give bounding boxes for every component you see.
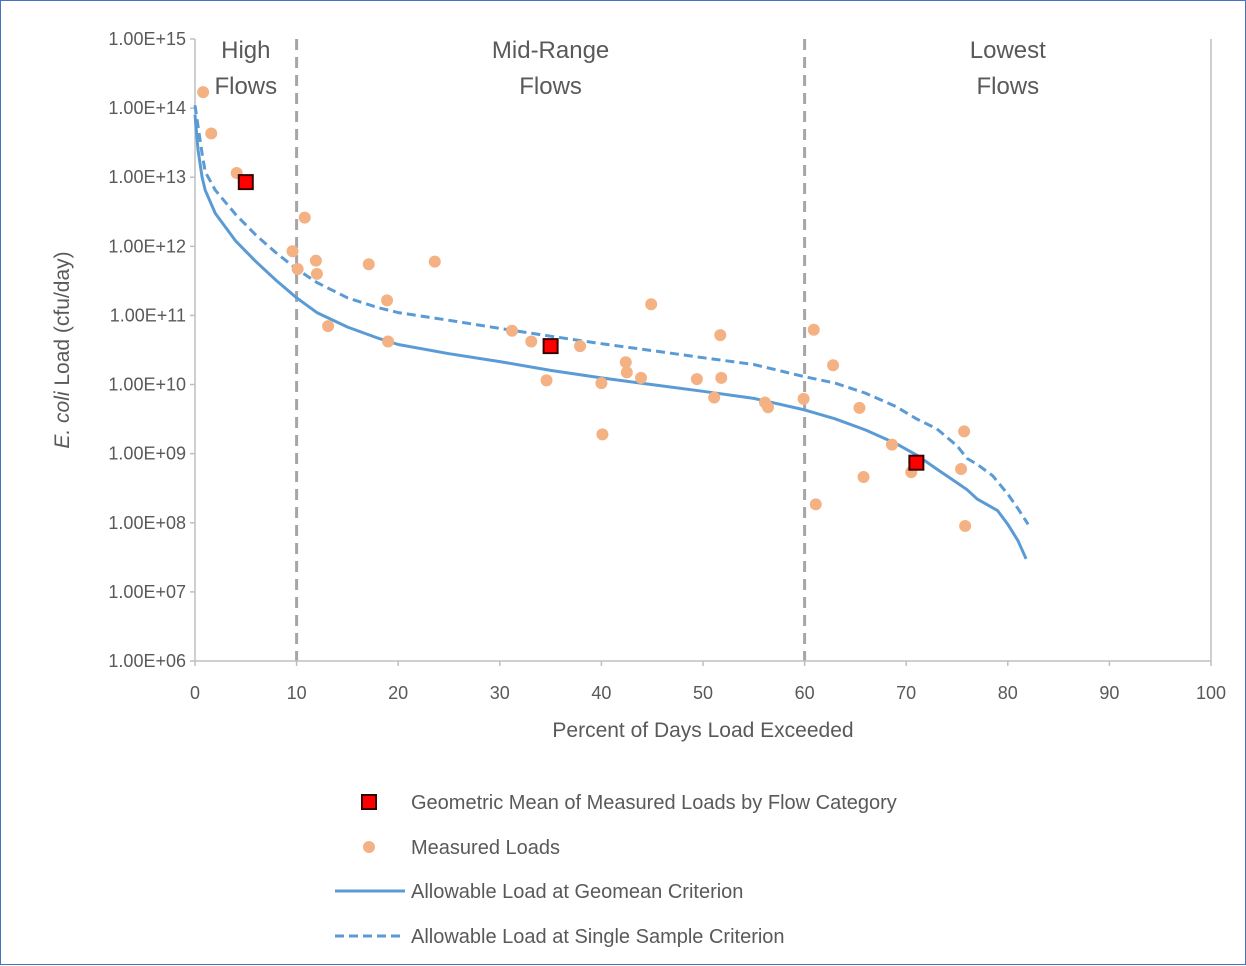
measured-load-point <box>291 262 304 275</box>
measured-load-point <box>797 392 810 405</box>
series-marker-group <box>197 86 972 532</box>
measured-load-point <box>286 245 299 258</box>
x-tick-label: 50 <box>693 683 713 703</box>
measured-load-point <box>505 324 518 337</box>
y-tick-label: 1.00E+11 <box>110 305 186 325</box>
y-tick-label: 1.00E+06 <box>108 651 186 671</box>
legend-label: Allowable Load at Single Sample Criterio… <box>411 926 785 948</box>
measured-load-point <box>715 371 728 384</box>
x-tick-label: 80 <box>998 683 1018 703</box>
measured-load-point <box>827 359 840 372</box>
legend-swatch-square <box>361 794 377 810</box>
legend-item: Geometric Mean of Measured Loads by Flow… <box>361 792 897 814</box>
measured-load-point <box>197 86 210 99</box>
geometric-mean-point <box>542 338 559 355</box>
x-tick-label: 30 <box>490 683 510 703</box>
y-axis-title-rest: Load (cfu/day) <box>51 251 74 391</box>
x-tick-label: 20 <box>388 683 408 703</box>
y-tick-label: 1.00E+08 <box>108 513 186 533</box>
measured-load-point <box>809 498 822 511</box>
legend-label: Measured Loads <box>411 837 560 859</box>
measured-load-point <box>619 356 632 369</box>
legend-item: Allowable Load at Single Sample Criterio… <box>335 926 785 948</box>
measured-load-point <box>322 320 335 333</box>
legend: Geometric Mean of Measured Loads by Flow… <box>335 792 897 948</box>
axes <box>194 39 1212 662</box>
legend-label: Geometric Mean of Measured Loads by Flow… <box>411 792 897 814</box>
x-axis-title: Percent of Days Load Exceeded <box>552 719 853 742</box>
x-tick-label: 100 <box>1196 683 1226 703</box>
measured-load-point <box>309 254 322 267</box>
measured-load-point <box>205 127 218 140</box>
geometric-mean-point <box>237 174 254 191</box>
region-label-line1: Mid-Range <box>492 37 609 64</box>
measured-load-point <box>853 401 866 414</box>
measured-load-point <box>382 335 395 348</box>
x-tick-label: 10 <box>287 683 307 703</box>
measured-load-point <box>885 438 898 451</box>
region-label-line2: Flows <box>976 73 1039 100</box>
legend-item: Measured Loads <box>363 837 560 859</box>
measured-load-point <box>310 267 323 280</box>
measured-load-point <box>708 391 721 404</box>
y-tick-label: 1.00E+15 <box>108 29 186 49</box>
region-label-line1: Lowest <box>970 37 1046 64</box>
y-tick-label: 1.00E+07 <box>108 582 186 602</box>
measured-load-point <box>857 470 870 483</box>
region-label-line2: Flows <box>519 73 582 100</box>
single-sample-allowable-line <box>193 105 1030 526</box>
series-line-group <box>193 105 1030 560</box>
region-label-line1: High <box>221 37 270 64</box>
measured-load-point <box>596 428 609 441</box>
y-axis-title: E. coli Load (cfu/day) <box>51 251 74 448</box>
y-tick-label: 1.00E+12 <box>108 236 186 256</box>
measured-load-point <box>620 366 633 379</box>
y-axis-title-italic: E. coli <box>51 390 74 449</box>
geomean-allowable-line <box>193 114 1028 560</box>
x-tick-label: 0 <box>190 683 200 703</box>
measured-load-point <box>955 462 968 475</box>
measured-load-point <box>525 335 538 348</box>
x-tick-label: 60 <box>795 683 815 703</box>
measured-load-point <box>762 401 775 414</box>
measured-load-point <box>690 373 703 386</box>
measured-load-point <box>807 323 820 336</box>
measured-load-point <box>959 519 972 532</box>
measured-load-point <box>958 425 971 438</box>
measured-load-point <box>714 329 727 342</box>
region-boundaries <box>295 39 807 661</box>
legend-item: Allowable Load at Geomean Criterion <box>335 881 743 903</box>
x-tick-group: 0 10 20 30 40 50 60 70 80 90 100 <box>190 661 1226 703</box>
y-tick-label: 1.00E+09 <box>108 444 186 464</box>
measured-load-point <box>362 258 375 271</box>
legend-swatch-circle <box>363 841 375 853</box>
y-tick-label: 1.00E+13 <box>108 167 186 187</box>
y-tick-label: 1.00E+10 <box>108 375 186 395</box>
y-tick-group: 1.00E+06 1.00E+07 1.00E+08 1.00E+09 1.00E+10… <box>108 29 195 671</box>
measured-load-point <box>574 340 587 353</box>
measured-load-point <box>635 371 648 384</box>
geometric-mean-point <box>908 454 925 471</box>
legend-label: Allowable Load at Geomean Criterion <box>411 881 743 903</box>
x-tick-label: 70 <box>896 683 916 703</box>
region-label-line2: Flows <box>214 73 277 100</box>
y-tick-label: 1.00E+14 <box>108 98 186 118</box>
measured-load-point <box>428 255 441 268</box>
x-tick-label: 40 <box>591 683 611 703</box>
measured-load-point <box>540 374 553 387</box>
measured-load-point <box>298 211 311 224</box>
measured-load-point <box>381 294 394 307</box>
x-tick-label: 90 <box>1099 683 1119 703</box>
region-label-group: High Flows Mid-Range Flows Lowest Flows <box>214 37 1046 100</box>
measured-load-point <box>595 377 608 390</box>
measured-load-point <box>645 298 658 311</box>
